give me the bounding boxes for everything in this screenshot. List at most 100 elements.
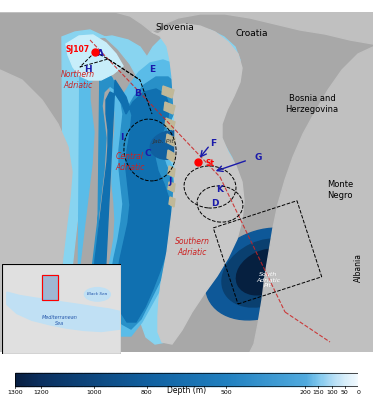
Text: K: K bbox=[216, 186, 223, 194]
Bar bbox=[284, 373, 285, 386]
Bar bbox=[30, 373, 31, 386]
Bar bbox=[81, 373, 82, 386]
Bar bbox=[344, 373, 345, 386]
Text: 800: 800 bbox=[141, 390, 153, 395]
Polygon shape bbox=[165, 118, 175, 130]
Text: I: I bbox=[120, 132, 124, 142]
Ellipse shape bbox=[150, 131, 190, 159]
Bar bbox=[45, 373, 46, 386]
Bar bbox=[317, 373, 318, 386]
Bar bbox=[235, 373, 236, 386]
Text: 100: 100 bbox=[326, 390, 338, 395]
Text: South
Adriatic
Pit: South Adriatic Pit bbox=[256, 272, 280, 288]
Text: G: G bbox=[254, 152, 262, 162]
Bar bbox=[88, 373, 89, 386]
Text: Mediterranean
Sea: Mediterranean Sea bbox=[42, 315, 78, 326]
Bar bbox=[309, 373, 310, 386]
Bar bbox=[77, 373, 78, 386]
Bar bbox=[271, 373, 272, 386]
Bar bbox=[182, 373, 183, 386]
Polygon shape bbox=[162, 86, 174, 98]
Bar bbox=[118, 373, 119, 386]
Bar bbox=[304, 373, 305, 386]
Bar bbox=[82, 373, 84, 386]
Bar bbox=[191, 373, 192, 386]
Bar bbox=[133, 373, 134, 386]
Bar bbox=[253, 373, 254, 386]
Bar bbox=[287, 373, 288, 386]
Bar bbox=[276, 373, 277, 386]
Bar bbox=[131, 373, 132, 386]
Bar bbox=[334, 373, 335, 386]
Bar bbox=[301, 373, 302, 386]
Bar bbox=[310, 373, 311, 386]
Bar bbox=[148, 373, 149, 386]
Bar bbox=[110, 373, 111, 386]
Bar bbox=[185, 373, 186, 386]
Bar bbox=[109, 373, 110, 386]
Bar bbox=[328, 373, 329, 386]
Bar bbox=[137, 373, 138, 386]
Bar bbox=[308, 373, 309, 386]
Bar bbox=[60, 373, 61, 386]
Bar bbox=[150, 373, 151, 386]
Polygon shape bbox=[168, 182, 175, 192]
Bar bbox=[175, 373, 176, 386]
Bar bbox=[59, 373, 60, 386]
Bar bbox=[313, 373, 314, 386]
Bar bbox=[244, 373, 245, 386]
Bar bbox=[246, 373, 247, 386]
Bar bbox=[272, 373, 273, 386]
Bar bbox=[338, 373, 339, 386]
Bar bbox=[87, 373, 88, 386]
Bar bbox=[120, 373, 121, 386]
Bar bbox=[91, 373, 93, 386]
Bar bbox=[154, 373, 156, 386]
Bar bbox=[221, 373, 222, 386]
Bar bbox=[32, 373, 33, 386]
Bar bbox=[119, 373, 120, 386]
Text: J: J bbox=[168, 178, 172, 186]
Bar bbox=[143, 373, 144, 386]
Bar bbox=[34, 373, 35, 386]
Polygon shape bbox=[166, 134, 175, 146]
Bar bbox=[42, 275, 57, 300]
Bar bbox=[356, 373, 357, 386]
Bar bbox=[241, 373, 242, 386]
Bar bbox=[158, 373, 159, 386]
Bar bbox=[205, 373, 206, 386]
Bar bbox=[263, 373, 264, 386]
Polygon shape bbox=[169, 197, 175, 207]
Text: St: St bbox=[206, 160, 214, 168]
Bar bbox=[248, 373, 250, 386]
Bar bbox=[200, 373, 201, 386]
Text: Central
Adriatic: Central Adriatic bbox=[115, 152, 145, 172]
Bar bbox=[237, 373, 238, 386]
Bar bbox=[210, 373, 211, 386]
Text: A: A bbox=[97, 50, 103, 58]
Bar bbox=[266, 373, 267, 386]
Text: Slovenia: Slovenia bbox=[156, 22, 194, 32]
Bar bbox=[43, 373, 44, 386]
Bar bbox=[305, 373, 307, 386]
Bar bbox=[70, 373, 71, 386]
Bar bbox=[270, 373, 271, 386]
Bar bbox=[126, 373, 127, 386]
Bar bbox=[347, 373, 348, 386]
Bar bbox=[78, 373, 79, 386]
Bar bbox=[318, 373, 319, 386]
Bar bbox=[299, 373, 300, 386]
Bar bbox=[63, 373, 64, 386]
Bar bbox=[180, 373, 181, 386]
Bar bbox=[136, 373, 137, 386]
Bar bbox=[189, 373, 190, 386]
Bar bbox=[168, 373, 169, 386]
Text: Monte
Negro: Monte Negro bbox=[327, 180, 353, 200]
Bar bbox=[66, 373, 68, 386]
Bar bbox=[332, 373, 333, 386]
Bar bbox=[29, 373, 30, 386]
Bar bbox=[320, 373, 322, 386]
Bar bbox=[24, 373, 25, 386]
Bar bbox=[164, 373, 165, 386]
Bar bbox=[354, 373, 355, 386]
